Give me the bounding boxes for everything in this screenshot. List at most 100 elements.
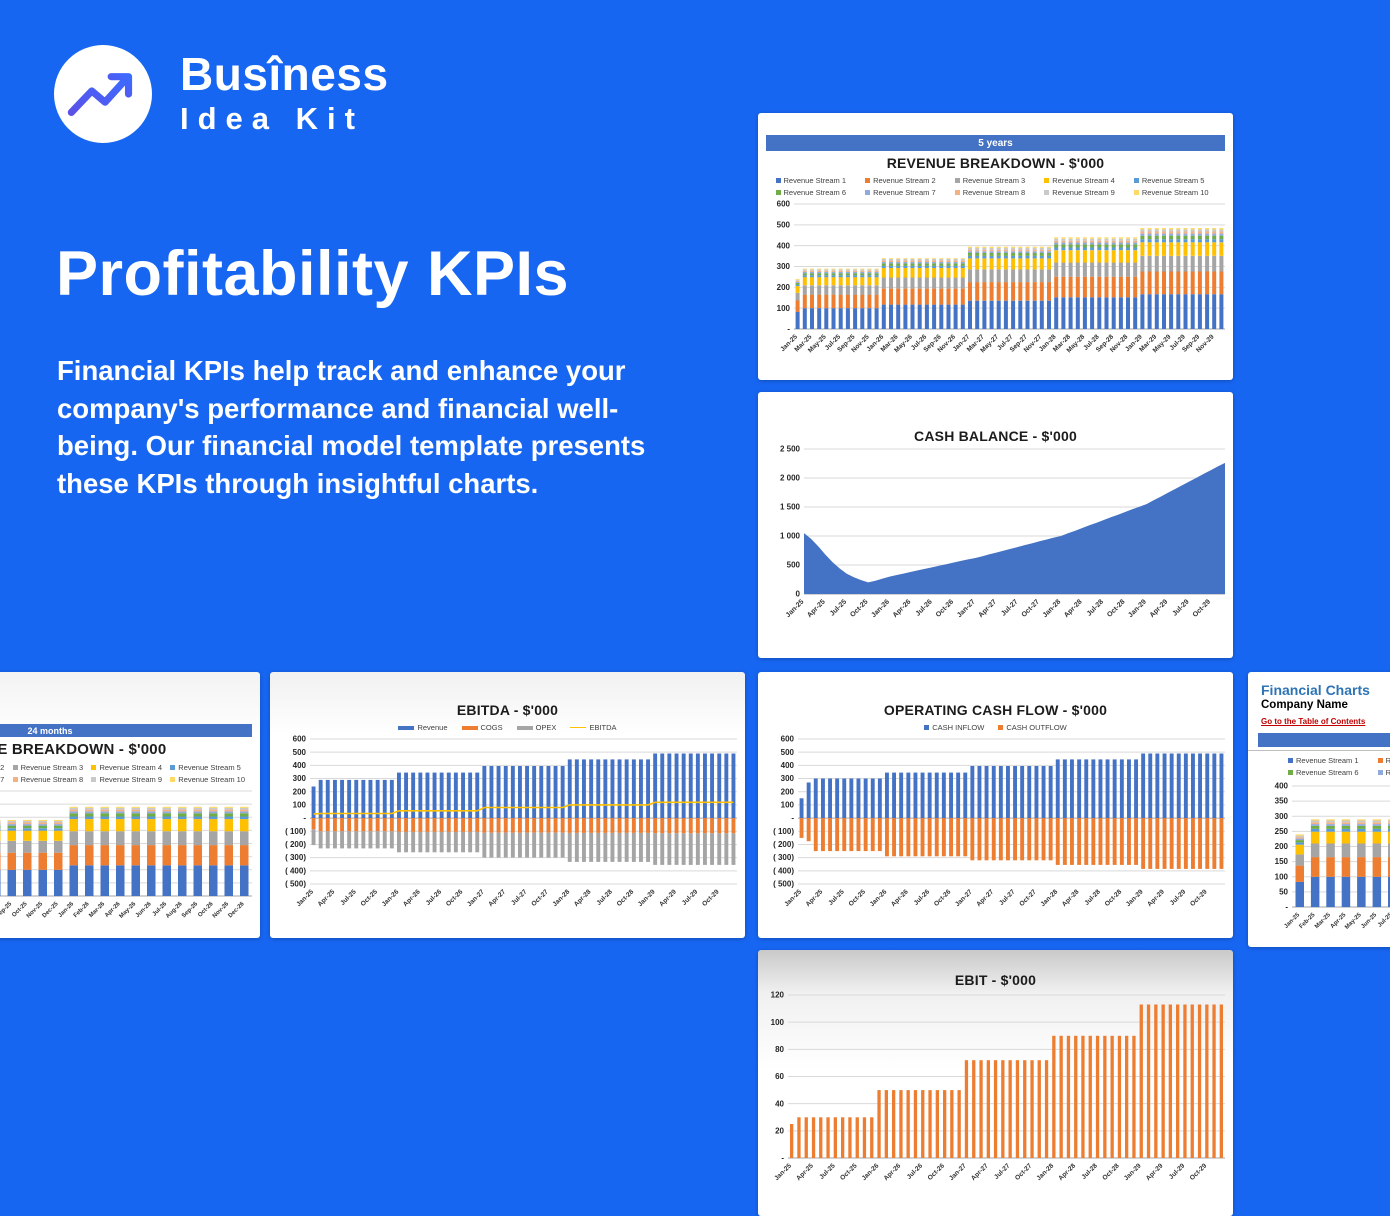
svg-text:200: 200 bbox=[1275, 842, 1289, 851]
brand-subname: Idea Kit bbox=[180, 101, 364, 136]
svg-text:Apr-27: Apr-27 bbox=[487, 888, 507, 908]
legend-item: Revenue Stream 5 bbox=[170, 763, 245, 772]
legend-swatch-icon bbox=[398, 725, 415, 730]
svg-text:Oct-27: Oct-27 bbox=[1014, 1162, 1034, 1182]
legend-label: Revenue Stream 2 bbox=[1385, 756, 1390, 765]
legend-swatch-icon bbox=[570, 726, 587, 729]
svg-text:( 100): ( 100) bbox=[285, 827, 306, 836]
svg-text:Jan-29: Jan-29 bbox=[1127, 598, 1148, 619]
legend-swatch-icon bbox=[954, 178, 960, 183]
legend-item: CASH INFLOW bbox=[924, 723, 984, 732]
legend-swatch-icon bbox=[1377, 770, 1383, 775]
toc-link[interactable]: Go to the Table of Contents bbox=[1261, 717, 1366, 726]
legend-swatch-icon bbox=[12, 777, 18, 782]
svg-text:300: 300 bbox=[777, 262, 791, 271]
svg-text:2 500: 2 500 bbox=[780, 445, 801, 454]
ebitda-chart-canvas: 600 500 400 300 200 100 - ( 100) ( 200) ( 300) ( 4… bbox=[270, 734, 745, 924]
trend-arrow-icon bbox=[67, 73, 133, 116]
legend-item: Revenue Stream 9 bbox=[1044, 188, 1126, 197]
legend-swatch-icon bbox=[954, 190, 960, 195]
legend-label: Revenue Stream 3 bbox=[962, 176, 1026, 185]
revenue-5y-chart-canvas: 600 500 400 300 200 100- Jan-25 Mar-25 May-25 Jul… bbox=[758, 199, 1233, 369]
svg-text:Jul-29: Jul-29 bbox=[1168, 1162, 1187, 1181]
svg-text:Mar-25: Mar-25 bbox=[1314, 912, 1332, 930]
svg-text:Jul-25: Jul-25 bbox=[818, 1162, 837, 1181]
revenue-5y-legend: Revenue Stream 1 Revenue Stream 2 Revenue … bbox=[775, 176, 1216, 197]
legend-swatch-icon bbox=[91, 777, 97, 782]
period-badge-5-years: 5 years bbox=[766, 135, 1225, 151]
legend-item: Revenue Stream 5 bbox=[1133, 176, 1216, 185]
svg-text:Apr-27: Apr-27 bbox=[970, 1162, 990, 1182]
svg-text:Jan-25: Jan-25 bbox=[295, 888, 315, 908]
svg-text:-: - bbox=[791, 814, 794, 823]
revenue-24m-chart-canvas: 40035030025020015010050-Jan-25Feb-25Mar-… bbox=[0, 786, 260, 932]
svg-text:150: 150 bbox=[1275, 857, 1289, 866]
legend-swatch-icon bbox=[1044, 190, 1050, 195]
sheet-period-badge bbox=[1258, 733, 1390, 747]
legend-label: Revenue Stream 9 bbox=[99, 775, 162, 784]
svg-text:Apr-29: Apr-29 bbox=[1149, 598, 1170, 619]
svg-text:Jul-26: Jul-26 bbox=[906, 1162, 925, 1181]
legend-label: Revenue Stream 1 bbox=[1296, 756, 1359, 765]
svg-text:Apr-25: Apr-25 bbox=[805, 888, 825, 908]
svg-text:Jan-26: Jan-26 bbox=[861, 1162, 881, 1182]
svg-text:Jan-27: Jan-27 bbox=[948, 1162, 968, 1182]
legend-swatch-icon bbox=[1377, 758, 1383, 763]
svg-text:Dec-25: Dec-25 bbox=[42, 901, 61, 920]
legend-label: EBITDA bbox=[589, 723, 617, 732]
svg-text:( 500): ( 500) bbox=[773, 880, 794, 889]
svg-text:Apr-26: Apr-26 bbox=[892, 598, 913, 619]
legend-swatch-icon bbox=[170, 777, 176, 782]
svg-text:1 000: 1 000 bbox=[780, 532, 801, 541]
svg-text:350: 350 bbox=[1275, 797, 1289, 806]
legend-item: Revenue Stream 3 bbox=[12, 763, 84, 772]
legend-swatch-icon bbox=[775, 178, 781, 183]
svg-text:Apr-28: Apr-28 bbox=[1063, 598, 1084, 619]
svg-text:600: 600 bbox=[781, 735, 795, 744]
svg-text:Jan-29: Jan-29 bbox=[637, 888, 657, 908]
legend-swatch-icon bbox=[1044, 178, 1050, 183]
svg-text:20: 20 bbox=[775, 1126, 784, 1135]
legend-swatch-icon bbox=[865, 190, 871, 195]
legend-label: Revenue bbox=[417, 723, 448, 732]
svg-text:Jul-27: Jul-27 bbox=[510, 888, 529, 907]
legend-item: Revenue Stream 8 bbox=[12, 775, 84, 784]
svg-text:0: 0 bbox=[796, 590, 801, 599]
page-background: { "brand": { "line1": "Busîness", "line2… bbox=[0, 45, 1390, 1216]
svg-text:500: 500 bbox=[787, 561, 801, 570]
svg-text:100: 100 bbox=[293, 801, 307, 810]
svg-text:Jul-29: Jul-29 bbox=[1169, 888, 1188, 907]
svg-text:Apr-29: Apr-29 bbox=[1145, 1162, 1165, 1182]
legend-swatch-icon bbox=[865, 178, 871, 183]
svg-text:Jan-25: Jan-25 bbox=[773, 1162, 793, 1182]
svg-text:Jul-29: Jul-29 bbox=[681, 888, 700, 907]
svg-text:Jan-28: Jan-28 bbox=[551, 888, 571, 908]
legend-item: Revenue Stream 7 bbox=[1377, 768, 1390, 777]
legend-label: Revenue Stream 2 bbox=[0, 763, 5, 772]
svg-text:Jan-27: Jan-27 bbox=[466, 888, 486, 908]
sheet-header: Financial Charts Company Name Go to the … bbox=[1248, 672, 1390, 729]
legend-swatch-icon bbox=[1133, 190, 1139, 195]
svg-text:Jul-28: Jul-28 bbox=[1083, 888, 1102, 907]
revenue-12m-legend: Revenue Stream 1 Revenue Stream 2 Revenue … bbox=[1288, 756, 1390, 777]
svg-text:May-26: May-26 bbox=[119, 901, 138, 920]
svg-text:Oct-25: Oct-25 bbox=[849, 598, 869, 618]
panel-financial-charts-sheet: Financial Charts Company Name Go to the … bbox=[1248, 672, 1390, 947]
svg-text:Jul-27: Jul-27 bbox=[1000, 598, 1019, 617]
svg-text:Apr-27: Apr-27 bbox=[975, 888, 995, 908]
svg-text:Jan-29: Jan-29 bbox=[1123, 1162, 1143, 1182]
brand-header: Busîness Idea Kit bbox=[54, 45, 389, 143]
svg-text:( 400): ( 400) bbox=[285, 866, 306, 875]
svg-text:Oct-28: Oct-28 bbox=[616, 888, 636, 908]
legend-item: Revenue Stream 4 bbox=[1044, 176, 1126, 185]
legend-label: Revenue Stream 7 bbox=[0, 775, 5, 784]
svg-text:Apr-25: Apr-25 bbox=[806, 598, 827, 619]
svg-text:Jan-27: Jan-27 bbox=[956, 598, 977, 619]
panel-revenue-breakdown-24m: 24 months REVENUE BREAKDOWN - $'000 Reve… bbox=[0, 672, 260, 938]
legend-item: CASH OUTFLOW bbox=[998, 723, 1067, 732]
svg-text:Dec-26: Dec-26 bbox=[228, 901, 247, 920]
svg-text:100: 100 bbox=[781, 801, 795, 810]
legend-item: Revenue Stream 1 bbox=[1288, 756, 1370, 765]
svg-text:( 400): ( 400) bbox=[773, 866, 794, 875]
